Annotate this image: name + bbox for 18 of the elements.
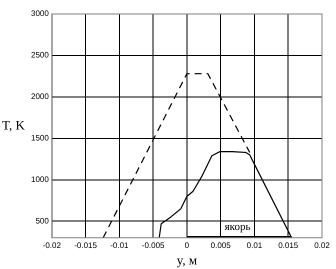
x-tick-label: 0.005 <box>210 240 232 250</box>
x-tick-label: 0 <box>184 240 190 250</box>
y-tick-label: 2000 <box>31 92 50 102</box>
y-tick-label: 3000 <box>31 9 50 18</box>
y-tick-label: 2500 <box>31 50 50 60</box>
x-tick-label: 0.02 <box>314 240 330 250</box>
x-axis-title: y, м <box>176 252 198 268</box>
x-tick-label: 0.01 <box>246 240 263 250</box>
x-tick-label: -0.01 <box>110 240 130 250</box>
annotation: якорь <box>224 221 250 234</box>
x-tick-label: -0.005 <box>142 240 166 250</box>
y-tick-label: 1000 <box>31 174 50 184</box>
y-tick-label: 1500 <box>31 134 50 143</box>
x-tick-label: -0.02 <box>42 240 62 250</box>
y-axis-title: T, K <box>2 117 26 132</box>
x-tick-label: -0.015 <box>74 240 98 250</box>
x-tick-label: 0.015 <box>278 240 299 250</box>
y-tick-label: 500 <box>35 216 50 226</box>
